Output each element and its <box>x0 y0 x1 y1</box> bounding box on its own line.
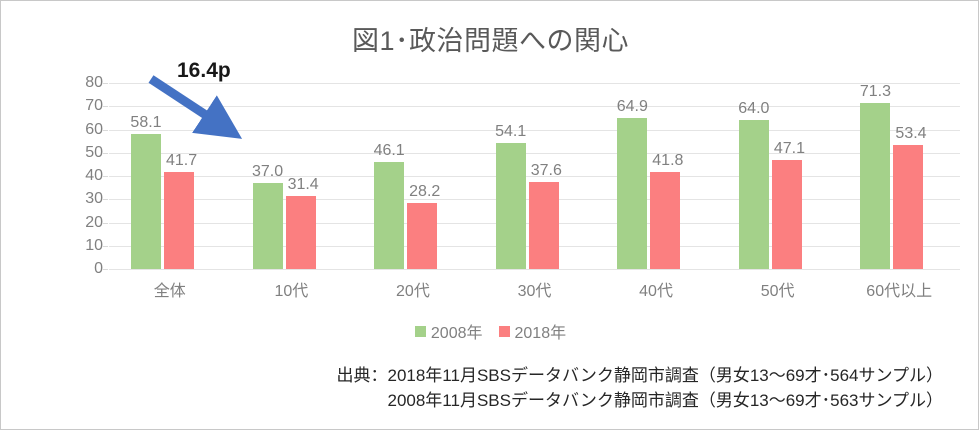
bar-2008年-10代[interactable] <box>252 182 283 269</box>
plot-area: 58.1 41.7 37.0 31.4 46.1 28.2 54.1 37.6 64.9 41.8… <box>103 83 960 270</box>
bar-group: 64.9 41.8 <box>595 83 717 269</box>
data-label: 58.1 <box>130 113 162 131</box>
x-axis-tick-label: 40代 <box>639 283 673 300</box>
axis-tick <box>103 269 108 270</box>
gridline <box>109 83 960 84</box>
y-axis-tick-label: 60 <box>85 120 103 138</box>
y-axis-tick-label: 80 <box>85 74 103 91</box>
y-axis-tick-label: 30 <box>85 190 103 208</box>
y-axis-tick-label: 0 <box>94 260 103 277</box>
legend: 2008年 2018年 <box>1 319 978 343</box>
y-axis: 80 70 60 50 40 30 20 10 0 <box>59 74 103 277</box>
data-label: 53.4 <box>895 124 927 142</box>
x-axis-tick-label: 20代 <box>396 283 430 300</box>
data-label: 54.1 <box>495 123 527 141</box>
y-axis-tick-label: 40 <box>85 167 103 184</box>
gridline <box>109 129 960 131</box>
y-axis-tick-label: 70 <box>85 97 103 115</box>
annotation-label: 16.4p <box>177 59 231 82</box>
bar-group: 64.0 47.1 <box>717 83 839 269</box>
legend-item-2008年[interactable]: 2008年 <box>414 319 483 343</box>
axis-tick <box>103 129 108 131</box>
bar-2018年-50代[interactable] <box>771 159 802 269</box>
bar-group: 46.1 28.2 <box>352 83 474 269</box>
axis-tick <box>103 106 108 108</box>
x-axis-tick-label: 全体 <box>153 283 186 300</box>
legend-swatch-icon <box>414 325 426 337</box>
bar-2018年-30代[interactable] <box>528 181 559 269</box>
bar-2008年-30代[interactable] <box>495 143 526 269</box>
bar-2018年-20代[interactable] <box>407 203 438 269</box>
bar-2008年-全体[interactable] <box>131 133 161 269</box>
axis-tick <box>103 176 108 177</box>
axis-tick <box>103 152 108 154</box>
bar-2018年-40代[interactable] <box>650 171 681 269</box>
data-label: 71.3 <box>859 83 891 101</box>
source-line: 出典：2018年11月SBSデータバンク静岡市調査（男女13〜69才･564サン… <box>336 366 943 385</box>
page-title: 図1･政治問題への関心 <box>351 26 630 56</box>
x-axis-tick-label: 10代 <box>274 283 309 300</box>
bar-2018年-全体[interactable] <box>164 172 194 269</box>
source-note: 出典：2018年11月SBSデータバンク静岡市調査（男女13〜69才･564サン… <box>1 363 959 413</box>
x-axis-tick-label: 30代 <box>517 283 552 300</box>
data-label: 41.7 <box>166 152 198 170</box>
axis-tick <box>103 83 108 84</box>
axis-tick <box>103 245 108 247</box>
legend-label: 2008年 <box>430 325 483 342</box>
gridline <box>109 269 960 270</box>
data-label: 47.1 <box>773 139 805 157</box>
legend-item-2018年[interactable]: 2018年 <box>498 319 567 343</box>
bar-group: 71.3 53.4 <box>838 83 960 269</box>
x-axis-tick-label: 50代 <box>760 283 795 300</box>
y-axis-tick-label: 50 <box>85 143 103 161</box>
bar-2018年-10代[interactable] <box>285 196 316 269</box>
bar-2018年-60代以上[interactable] <box>893 144 924 269</box>
data-label: 46.1 <box>373 141 405 159</box>
axis-tick <box>103 222 108 224</box>
gridline <box>109 152 960 154</box>
bar-2008年-50代[interactable] <box>738 120 769 269</box>
bar-group: 54.1 37.6 <box>474 83 596 269</box>
source-line: 2008年11月SBSデータバンク静岡市調査（男女13〜69才･563サンプル） <box>387 391 943 410</box>
bar-2008年-60代以上[interactable] <box>860 103 891 269</box>
data-label: 31.4 <box>287 176 319 193</box>
legend-swatch-icon <box>498 325 510 337</box>
x-axis: 全体 10代 20代 30代 40代 50代 60代以上 <box>109 277 960 303</box>
data-label: 37.0 <box>251 162 284 180</box>
y-axis-tick-label: 10 <box>85 236 103 254</box>
data-label: 28.2 <box>409 183 441 201</box>
bar-group: 58.1 41.7 <box>109 83 231 269</box>
x-axis-tick-label: 60代以上 <box>866 283 933 300</box>
data-label: 41.8 <box>652 151 684 169</box>
gridline <box>109 176 960 177</box>
y-axis-tick-label: 20 <box>85 213 103 231</box>
bar-2008年-40代[interactable] <box>617 118 648 269</box>
axis-tick <box>103 199 108 201</box>
bar-2008年-20代[interactable] <box>374 161 405 269</box>
bar-group: 37.0 31.4 <box>231 83 353 269</box>
legend-label: 2018年 <box>514 325 567 342</box>
gridline <box>109 106 960 108</box>
data-label: 64.9 <box>616 98 648 116</box>
data-label: 37.6 <box>530 161 562 179</box>
data-label: 64.0 <box>738 100 770 118</box>
